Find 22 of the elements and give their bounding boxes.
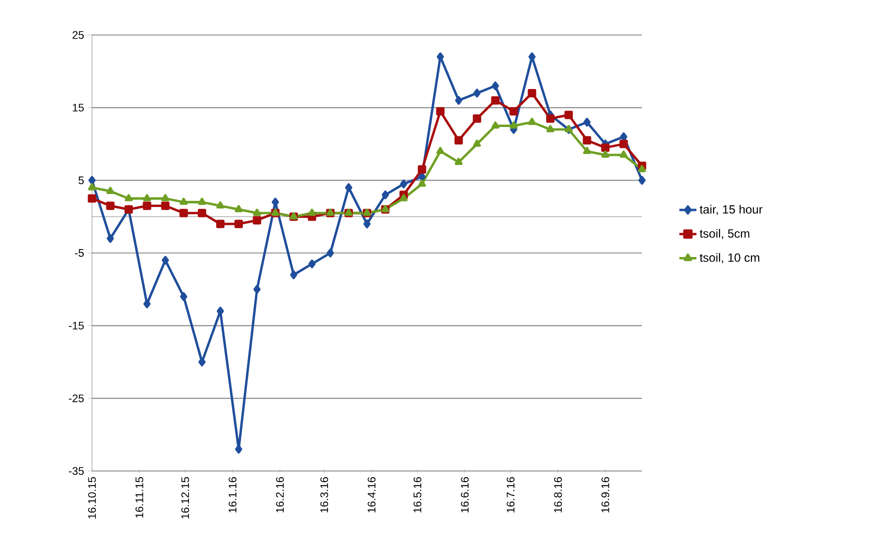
- x-tick-label: 16.1.16: [228, 477, 236, 512]
- legend-label: tsoil, 5cm: [700, 228, 750, 240]
- x-tick-label: 16.6.16: [460, 477, 469, 512]
- x-tick-label: 16.4.16: [368, 477, 376, 512]
- x-tick-label: 16.11.15: [135, 477, 144, 518]
- y-tick-label: -5: [74, 249, 84, 257]
- x-tick-label: 16.7.16: [506, 477, 514, 512]
- y-tick-label: 15: [72, 104, 84, 112]
- y-tick-label: -25: [68, 394, 84, 402]
- y-tick-label: -15: [68, 322, 84, 330]
- x-tick-label: 16.8.16: [554, 477, 562, 512]
- x-tick-label: 16.12.15: [181, 477, 190, 518]
- y-tick-label: 25: [72, 31, 84, 39]
- x-tick-label: 16.10.15: [88, 477, 96, 518]
- legend-label: tair, 15 hour: [700, 204, 763, 216]
- x-tick-label: 16.2.16: [276, 477, 284, 512]
- x-tick-label: 16.3.16: [320, 477, 328, 512]
- legend-label: tsoil, 10 cm: [700, 253, 760, 264]
- y-tick-label: 5: [78, 176, 84, 184]
- y-tick-label: -35: [68, 467, 84, 475]
- x-tick-label: 16.5.16: [414, 477, 422, 512]
- x-tick-label: 16.9.16: [601, 477, 610, 512]
